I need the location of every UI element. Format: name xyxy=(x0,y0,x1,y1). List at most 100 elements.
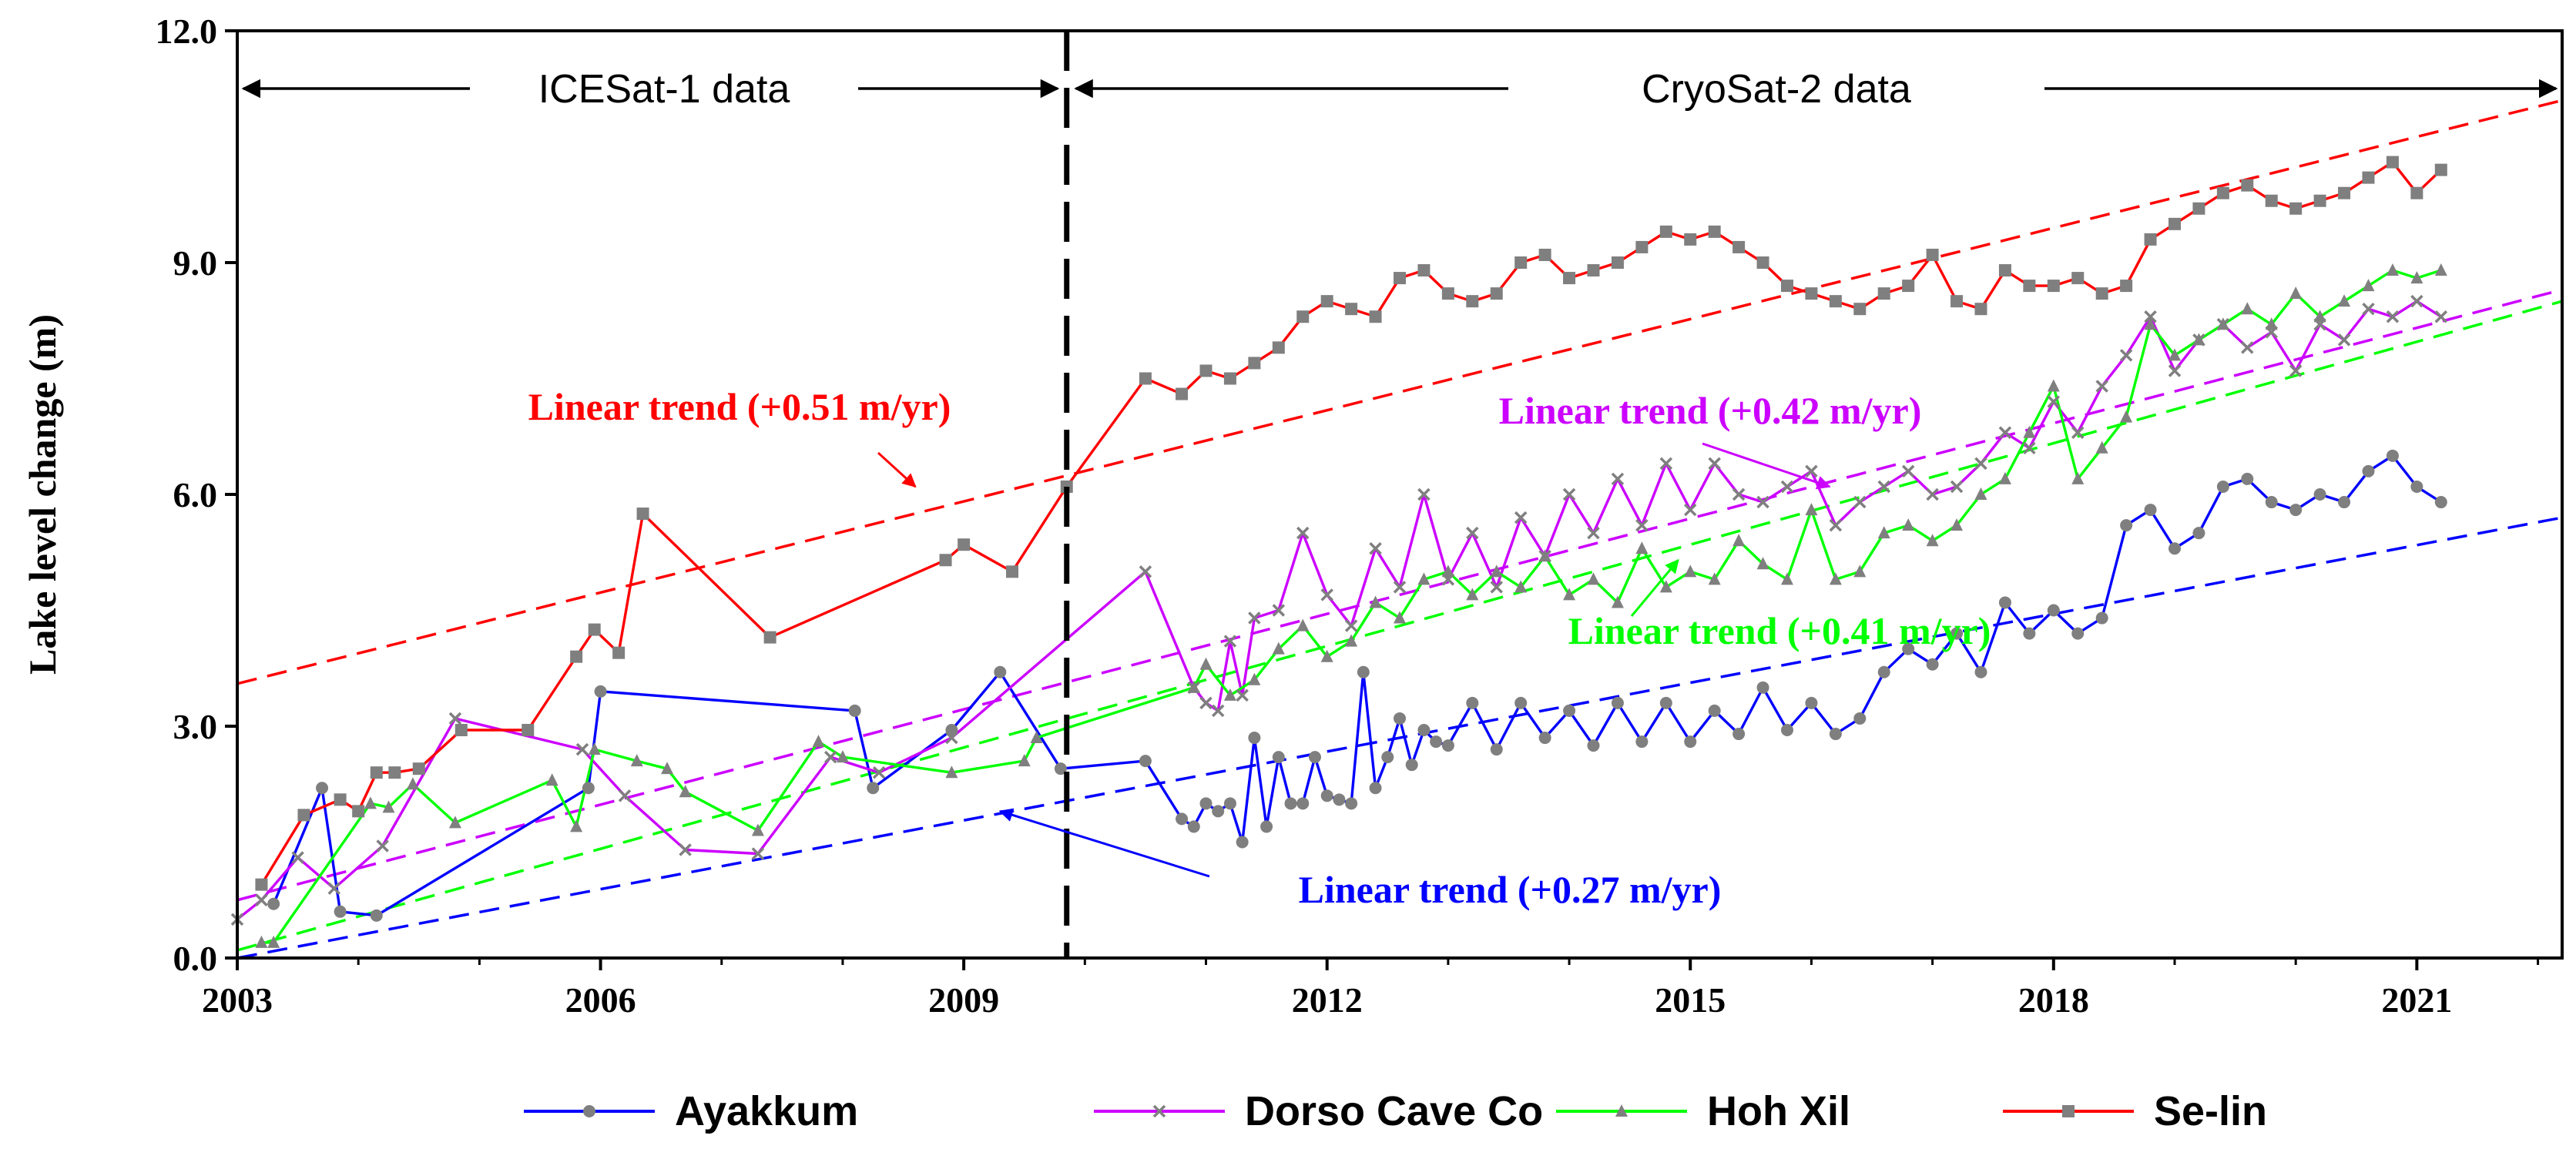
data-point-ayakkum xyxy=(2047,604,2060,617)
data-point-ayakkum xyxy=(1308,751,1321,764)
data-point-ayakkum xyxy=(1853,712,1867,725)
data-point-se-lin xyxy=(522,724,535,737)
data-point-dorso-cave-co xyxy=(1139,565,1152,578)
data-point-se-lin xyxy=(1563,272,1576,285)
data-point-se-lin xyxy=(1829,295,1842,308)
y-tick-label: 12.0 xyxy=(156,12,218,51)
data-point-hoh-xil xyxy=(2216,317,2229,330)
data-point-dorso-cave-co xyxy=(618,789,632,802)
y-axis-title: Lake level change (m) xyxy=(21,314,64,675)
data-point-ayakkum xyxy=(1926,658,1939,671)
data-point-ayakkum xyxy=(1357,665,1370,678)
data-point-dorso-cave-co xyxy=(1490,581,1503,594)
y-tick-label: 3.0 xyxy=(173,707,218,746)
data-point-ayakkum xyxy=(1659,696,1672,709)
data-point-ayakkum xyxy=(2095,611,2108,625)
data-point-ayakkum xyxy=(994,665,1007,678)
data-point-ayakkum xyxy=(316,782,329,795)
data-point-se-lin xyxy=(255,878,268,891)
data-point-ayakkum xyxy=(1756,681,1769,694)
data-point-ayakkum xyxy=(1272,751,1285,764)
data-point-se-lin xyxy=(1514,256,1528,269)
data-point-ayakkum xyxy=(1296,797,1310,810)
data-point-dorso-cave-co xyxy=(679,843,692,856)
data-point-se-lin xyxy=(334,793,347,806)
data-point-dorso-cave-co xyxy=(1369,541,1382,555)
data-point-ayakkum xyxy=(1441,739,1454,752)
data-point-se-lin xyxy=(412,762,425,775)
data-point-dorso-cave-co xyxy=(1272,604,1286,617)
data-point-se-lin xyxy=(1296,310,1310,323)
data-point-se-lin xyxy=(2120,280,2133,293)
data-point-hoh-xil xyxy=(812,735,825,748)
data-point-se-lin xyxy=(2047,280,2060,293)
cryosat-period-label: CryoSat-2 data xyxy=(1642,67,1911,112)
trend-arrow-se-lin xyxy=(877,451,917,488)
data-point-se-lin xyxy=(2023,280,2036,293)
data-point-ayakkum xyxy=(2410,480,2423,493)
data-point-dorso-cave-co xyxy=(823,750,837,764)
data-point-hoh-xil xyxy=(1805,503,1818,516)
data-point-hoh-xil xyxy=(751,823,764,836)
data-point-se-lin xyxy=(1902,280,1915,293)
data-point-hoh-xil xyxy=(2289,286,2303,300)
data-point-hoh-xil xyxy=(1732,534,1746,547)
data-point-se-lin xyxy=(1248,357,1261,370)
data-point-dorso-cave-co xyxy=(2241,341,2254,354)
data-point-dorso-cave-co xyxy=(2386,310,2400,323)
data-point-se-lin xyxy=(1320,295,1333,308)
legend-marker-hoh-xil xyxy=(1615,1104,1628,1117)
data-point-hoh-xil xyxy=(2095,440,2108,454)
data-point-hoh-xil xyxy=(1974,487,1987,500)
data-point-dorso-cave-co xyxy=(1587,526,1600,540)
data-point-dorso-cave-co xyxy=(2410,294,2423,308)
data-point-hoh-xil xyxy=(1926,534,1939,547)
data-point-se-lin xyxy=(1781,280,1793,293)
data-point-se-lin xyxy=(1926,248,1939,261)
data-point-hoh-xil xyxy=(1199,657,1213,670)
data-point-hoh-xil xyxy=(679,785,692,798)
data-point-ayakkum xyxy=(1260,820,1273,833)
data-point-hoh-xil xyxy=(545,773,558,786)
legend-label-ayakkum: Ayakkum xyxy=(675,1088,858,1134)
data-point-ayakkum xyxy=(1381,751,1394,764)
data-point-dorso-cave-co xyxy=(255,893,268,906)
data-point-dorso-cave-co xyxy=(2168,364,2182,377)
data-point-hoh-xil xyxy=(945,765,958,779)
data-point-se-lin xyxy=(370,766,383,779)
data-point-se-lin xyxy=(1805,287,1818,300)
data-point-ayakkum xyxy=(1684,735,1697,749)
data-point-dorso-cave-co xyxy=(1684,503,1697,517)
data-point-se-lin xyxy=(2289,202,2303,215)
data-point-hoh-xil xyxy=(255,935,268,948)
data-point-se-lin xyxy=(1877,287,1890,300)
data-point-ayakkum xyxy=(2362,464,2375,477)
data-point-dorso-cave-co xyxy=(1805,464,1818,478)
data-point-se-lin xyxy=(1466,295,1479,308)
data-point-ayakkum xyxy=(1212,805,1225,818)
data-point-hoh-xil xyxy=(2265,317,2278,330)
data-point-dorso-cave-co xyxy=(1344,619,1358,632)
y-tick-label: 9.0 xyxy=(173,243,218,283)
data-point-dorso-cave-co xyxy=(1466,526,1479,540)
data-point-se-lin xyxy=(1684,233,1697,246)
data-point-hoh-xil xyxy=(1223,688,1236,701)
data-point-hoh-xil xyxy=(2192,333,2205,346)
data-point-dorso-cave-co xyxy=(1659,457,1673,471)
data-point-ayakkum xyxy=(1466,696,1479,709)
x-tick-label: 2006 xyxy=(565,980,636,1020)
data-point-ayakkum xyxy=(2434,496,2447,509)
data-point-se-lin xyxy=(636,507,649,521)
x-tick-label: 2012 xyxy=(1292,980,1363,1020)
data-point-ayakkum xyxy=(1199,797,1213,810)
data-point-se-lin xyxy=(939,554,952,567)
data-point-ayakkum xyxy=(594,685,607,698)
data-point-hoh-xil xyxy=(1369,595,1382,608)
data-point-dorso-cave-co xyxy=(1562,487,1576,501)
data-point-hoh-xil xyxy=(836,750,849,763)
data-point-hoh-xil xyxy=(1514,580,1528,593)
legend-label-se-lin: Se-lin xyxy=(2154,1088,2267,1134)
data-point-ayakkum xyxy=(582,782,595,795)
data-point-se-lin xyxy=(297,809,310,822)
